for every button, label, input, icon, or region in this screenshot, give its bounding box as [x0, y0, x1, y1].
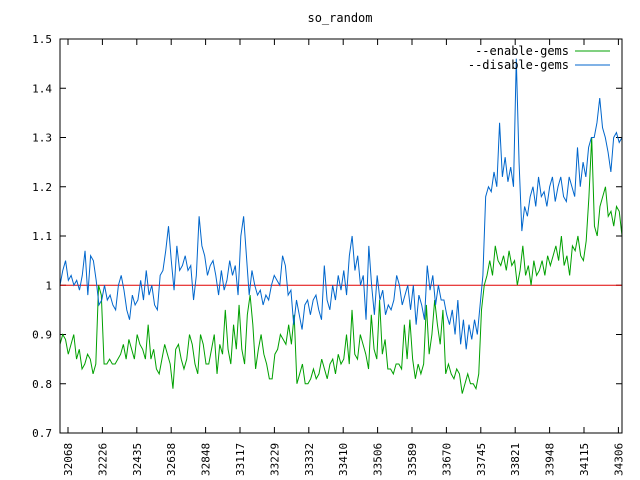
x-tick-label: 33410: [337, 443, 350, 476]
x-tick-label: 33745: [475, 443, 488, 476]
x-tick-label: 33948: [544, 443, 557, 476]
x-tick-label: 33229: [268, 443, 281, 476]
y-tick-label: 1.3: [32, 132, 52, 145]
x-tick-label: 33821: [509, 443, 522, 476]
x-tick-label: 32848: [200, 443, 213, 476]
x-tick-label: 33332: [303, 443, 316, 476]
y-tick-label: 1.1: [32, 230, 52, 243]
y-tick-label: 0.8: [32, 378, 52, 391]
y-tick-label: 1: [45, 279, 52, 292]
x-tick-label: 32638: [165, 443, 178, 476]
x-tick-label: 33589: [406, 443, 419, 476]
legend-label-enable-gems: --enable-gems: [475, 44, 569, 58]
x-tick-label: 33670: [440, 443, 453, 476]
y-tick-label: 0.9: [32, 329, 52, 342]
legend: --enable-gems --disable-gems: [468, 44, 610, 72]
y-tick-label: 1.5: [32, 33, 52, 46]
x-tick-label: 34306: [612, 443, 625, 476]
y-tick-label: 1.2: [32, 181, 52, 194]
plot-area: [59, 38, 623, 434]
x-tick-label: 34115: [578, 443, 591, 476]
x-tick-label: 33117: [234, 443, 247, 476]
y-tick-label: 1.4: [32, 82, 52, 95]
legend-label-disable-gems: --disable-gems: [468, 58, 569, 72]
series-line-enable-gems: [59, 137, 623, 394]
series-line-disable-gems: [59, 58, 623, 350]
x-tick-label: 33506: [372, 443, 385, 476]
x-tick-label: 32068: [62, 443, 75, 476]
axis-ticks: 0.7 0.8 0.9 1 1.1 1.2 1.3 1.4 1.5 32068 32226 32435…: [32, 33, 625, 476]
x-tick-label: 32435: [131, 443, 144, 476]
y-tick-label: 0.7: [32, 427, 52, 440]
chart-title: so_random: [307, 11, 372, 25]
x-tick-label: 32226: [96, 443, 109, 476]
